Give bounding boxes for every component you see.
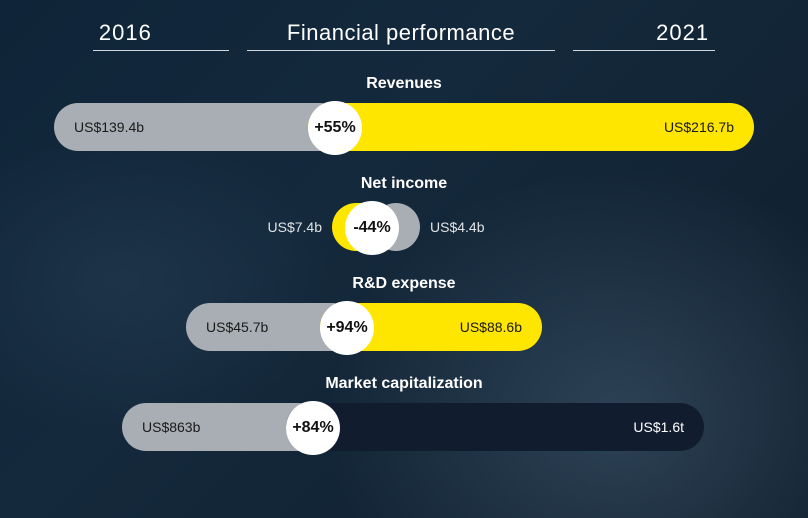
metric-bar-row: US$7.4b US$4.4b -44% [54,203,754,251]
change-value: -44% [353,219,390,237]
metrics-container: Revenues US$139.4b US$216.7b +55% Net income… [0,75,808,451]
value-2016: US$863b [142,419,200,435]
metric-2: R&D expense US$45.7b US$88.6b +94% [54,275,754,351]
metric-bar-row: US$863b US$1.6t +84% [54,403,754,451]
metric-3: Market capitalization US$863b US$1.6t +84% [54,375,754,451]
value-2021: US$216.7b [664,119,734,135]
value-2016: US$45.7b [206,319,268,335]
change-badge: +84% [286,401,340,455]
metric-0: Revenues US$139.4b US$216.7b +55% [54,75,754,151]
change-value: +55% [314,119,355,137]
metric-name: R&D expense [54,275,754,293]
metric-name: Market capitalization [54,375,754,393]
metric-name: Net income [54,175,754,193]
value-2016: US$139.4b [74,119,144,135]
change-badge: +94% [320,301,374,355]
change-value: +94% [326,319,367,337]
header: 2016 Financial performance 2021 [0,0,808,51]
value-2021: US$88.6b [460,319,522,335]
change-badge: +55% [308,101,362,155]
header-title: Financial performance [247,20,555,51]
change-badge: -44% [345,201,399,255]
metric-name: Revenues [54,75,754,93]
bar-2021: US$216.7b [308,103,754,151]
bar-2021: US$1.6t [286,403,704,451]
value-2021: US$4.4b [430,203,484,251]
header-year-right: 2021 [573,20,715,51]
metric-bar-row: US$139.4b US$216.7b +55% [54,103,754,151]
metric-1: Net income US$7.4b US$4.4b -44% [54,175,754,251]
value-2016: US$7.4b [268,203,322,251]
value-2021: US$1.6t [633,419,684,435]
metric-bar-row: US$45.7b US$88.6b +94% [54,303,754,351]
bar-2016: US$139.4b [54,103,344,151]
change-value: +84% [292,419,333,437]
header-year-left: 2016 [93,20,229,51]
